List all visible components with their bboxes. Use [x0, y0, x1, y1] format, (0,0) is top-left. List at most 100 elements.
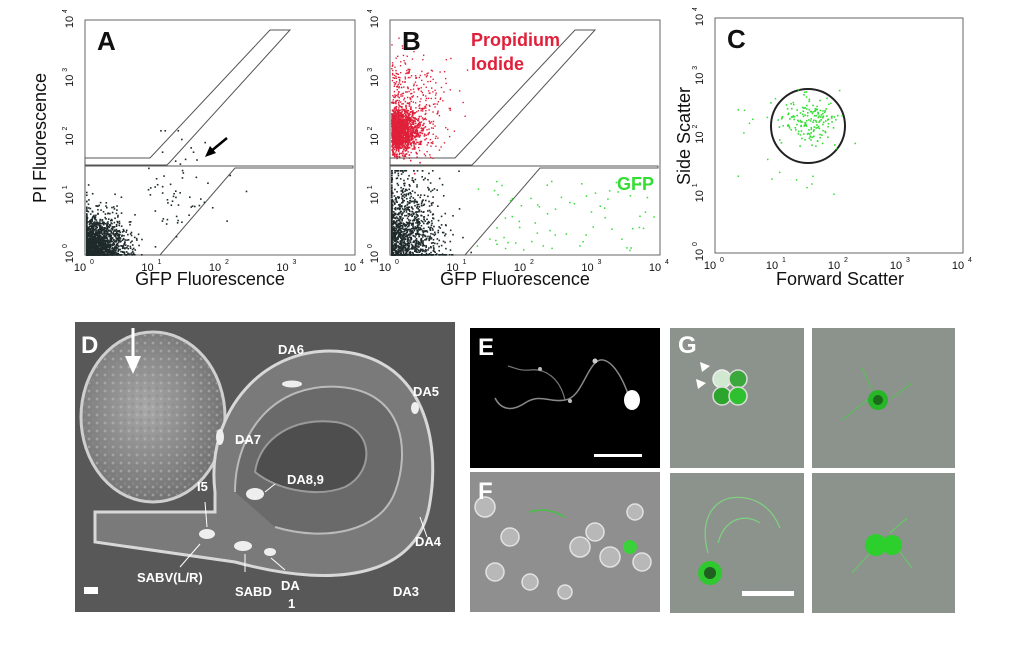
scatter-dot: [123, 230, 125, 232]
scatter-dot: [413, 50, 415, 53]
scatter-dot: [98, 225, 101, 228]
scatter-dot: [418, 209, 421, 211]
scatter-dot: [416, 130, 419, 132]
scatter-dot: [98, 238, 100, 240]
scatter-dot: [99, 252, 102, 255]
scatter-dot: [107, 212, 109, 215]
scatter-dot: [412, 228, 415, 230]
scatter-dot: [422, 236, 424, 238]
scatter-dot: [399, 248, 402, 250]
scatter-dot: [404, 100, 407, 103]
scatter-dot: [91, 245, 94, 248]
scatter-dot: [399, 139, 402, 141]
scatter-dot: [392, 214, 394, 217]
scatter-dot: [408, 174, 410, 177]
scatter-dot: [412, 123, 415, 125]
scatter-dot: [405, 124, 408, 127]
scatter-dot: [398, 232, 401, 235]
scatter-dot: [91, 250, 94, 253]
scatter-dot: [398, 120, 401, 123]
scatter-dot: [401, 225, 403, 227]
scatter-dot: [431, 170, 434, 172]
scatter-dot: [391, 243, 393, 245]
scatter-dot: [99, 250, 101, 253]
scatter-dot: [200, 198, 202, 200]
scatter-dot: [429, 235, 432, 238]
scatter-dot: [90, 230, 93, 232]
scatter-dot: [172, 195, 175, 198]
scatter-dot: [161, 151, 164, 154]
scatter-dot: [392, 147, 395, 149]
scatter-dot: [419, 104, 421, 106]
scatter-dot: [403, 230, 406, 233]
scatter-dot: [106, 251, 109, 253]
scatter-dot: [132, 252, 135, 255]
scatter-dot: [410, 106, 412, 108]
scatter-dot: [118, 224, 121, 227]
scatter-dot: [401, 103, 403, 105]
scatter-dot: [398, 207, 401, 210]
scatter-dot: [229, 174, 232, 177]
scatter-dot: [90, 241, 93, 244]
panel-letter: A: [97, 26, 116, 56]
scatter-dot: [413, 219, 416, 222]
scatter-dot: [407, 247, 410, 250]
scatter-dot: [406, 120, 409, 122]
scatter-dot: [97, 239, 99, 241]
scatter-dot: [91, 239, 94, 242]
scatter-dot: [91, 254, 93, 256]
scatter-dot: [391, 206, 393, 208]
scatter-dot: [419, 222, 421, 225]
scatter-dot: [406, 197, 408, 200]
scatter-dot: [444, 212, 447, 215]
scatter-dot: [394, 237, 397, 239]
scatter-dot: [103, 235, 106, 237]
scatter-dot: [413, 200, 416, 202]
scatter-dot: [406, 91, 408, 93]
scatter-dot: [398, 196, 400, 199]
scatter-dot: [116, 243, 119, 246]
scatter-dot: [408, 221, 411, 223]
scatter-dot: [415, 246, 417, 249]
scatter-dot: [443, 91, 445, 93]
scatter-dot: [400, 93, 402, 96]
scatter-dot: [393, 227, 396, 229]
scatter-dot: [400, 173, 403, 175]
scatter-dot: [115, 246, 118, 249]
scatter-dot: [86, 248, 88, 251]
scatter-dot: [430, 97, 432, 100]
scatter-dot: [426, 222, 428, 225]
scatter-dot: [419, 227, 422, 229]
scatter-dot: [401, 197, 403, 200]
scatter-dot: [90, 253, 92, 255]
scatter-dot: [416, 134, 419, 136]
scatter-dot: [406, 69, 408, 72]
scatter-dot: [398, 134, 400, 137]
scatter-dot: [428, 189, 430, 191]
scatter-dot: [400, 202, 403, 204]
x-tick-exponent: 3: [293, 259, 297, 266]
scatter-dot: [403, 240, 406, 242]
scatter-dot: [405, 119, 407, 122]
scatter-dot: [86, 231, 88, 234]
scatter-dot: [410, 229, 412, 232]
scatter-dot: [437, 205, 439, 208]
scatter-dot: [391, 225, 393, 228]
scatter-dot: [95, 221, 97, 223]
scatter-dot: [134, 253, 136, 256]
scatter-dot: [397, 212, 400, 215]
scatter-dot: [452, 233, 454, 236]
scatter-dot: [402, 121, 404, 123]
scatter-dot: [111, 250, 114, 252]
scatter-dot: [161, 220, 164, 222]
scatter-dot: [90, 218, 93, 221]
scatter-dot: [402, 250, 405, 253]
scatter-dot: [396, 170, 399, 172]
scatter-dot: [410, 254, 413, 256]
scatter-dot: [88, 254, 91, 256]
scatter-dot: [425, 230, 427, 232]
scatter-dot: [417, 122, 420, 125]
scatter-dot: [124, 254, 127, 256]
scatter-dot: [420, 127, 423, 130]
scatter-dot: [391, 213, 393, 216]
